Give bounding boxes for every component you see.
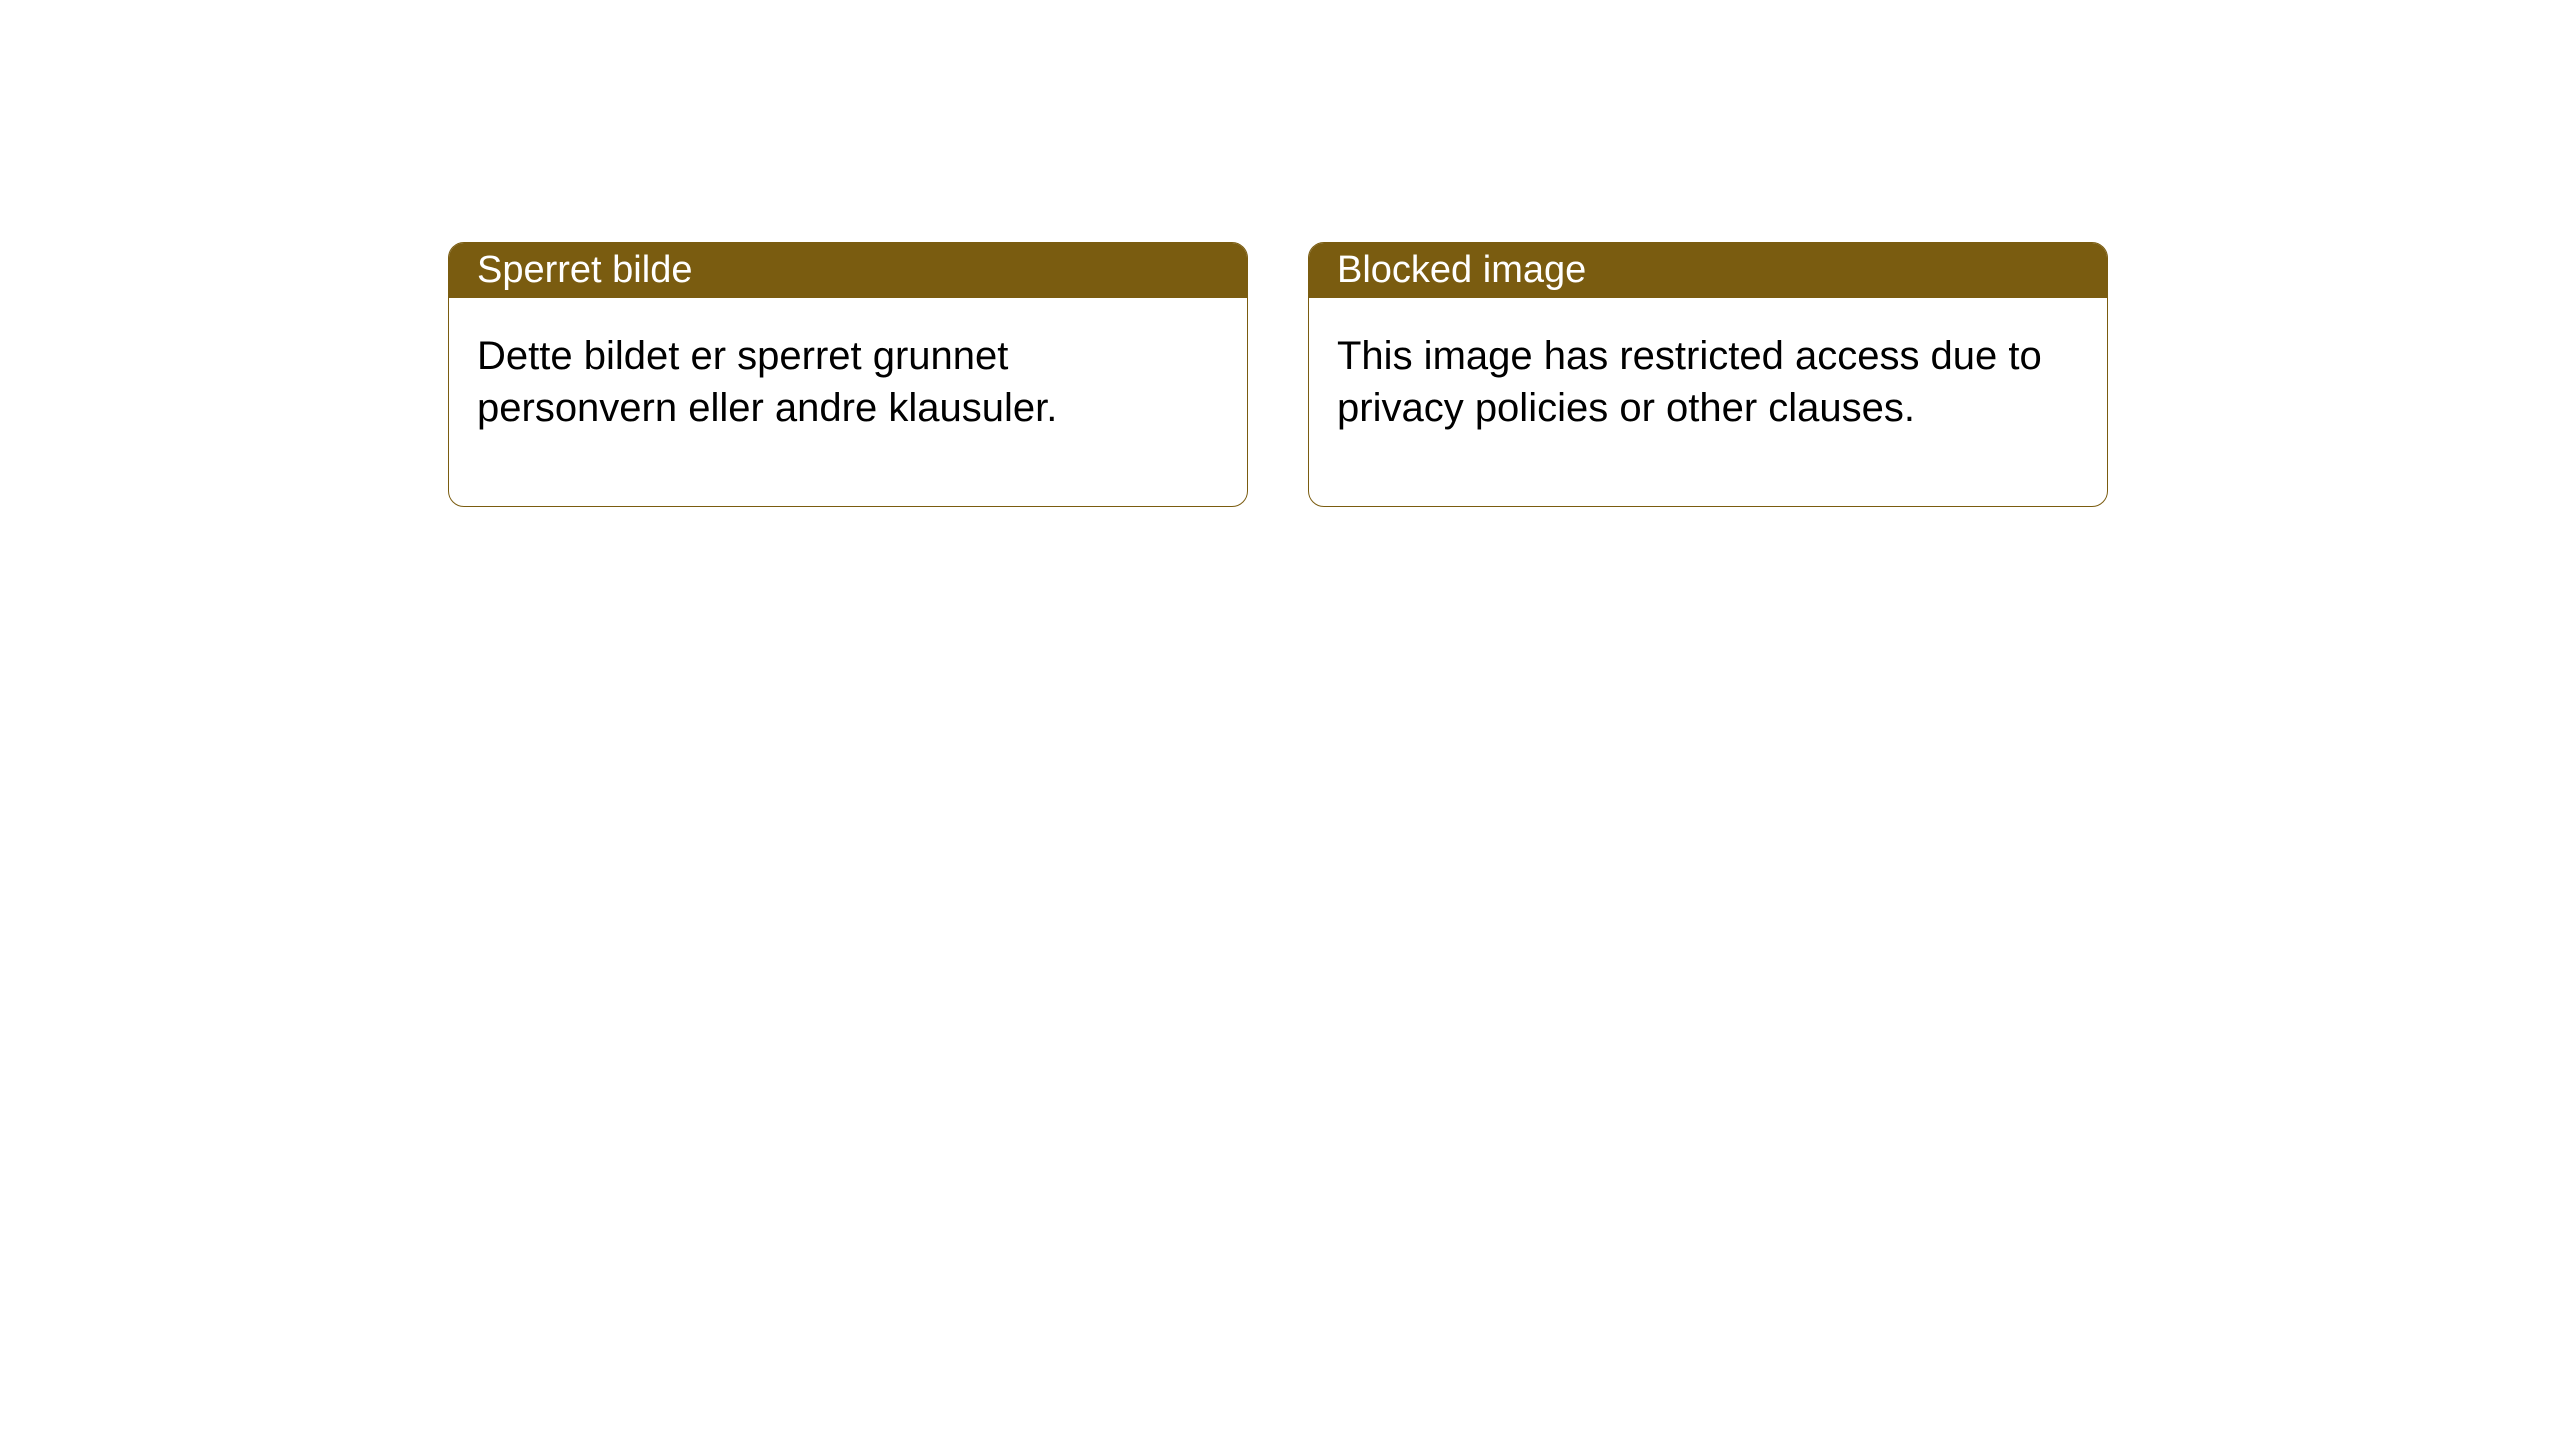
- notice-header: Blocked image: [1309, 243, 2107, 298]
- notice-title: Sperret bilde: [477, 249, 692, 291]
- notice-message: This image has restricted access due to …: [1337, 334, 2042, 430]
- notice-card-english: Blocked image This image has restricted …: [1308, 242, 2108, 507]
- notice-message: Dette bildet er sperret grunnet personve…: [477, 334, 1057, 430]
- notice-body: This image has restricted access due to …: [1309, 298, 2107, 506]
- notice-title: Blocked image: [1337, 249, 1586, 291]
- notice-card-norwegian: Sperret bilde Dette bildet er sperret gr…: [448, 242, 1248, 507]
- notice-header: Sperret bilde: [449, 243, 1247, 298]
- notice-body: Dette bildet er sperret grunnet personve…: [449, 298, 1247, 506]
- notices-container: Sperret bilde Dette bildet er sperret gr…: [448, 242, 2108, 507]
